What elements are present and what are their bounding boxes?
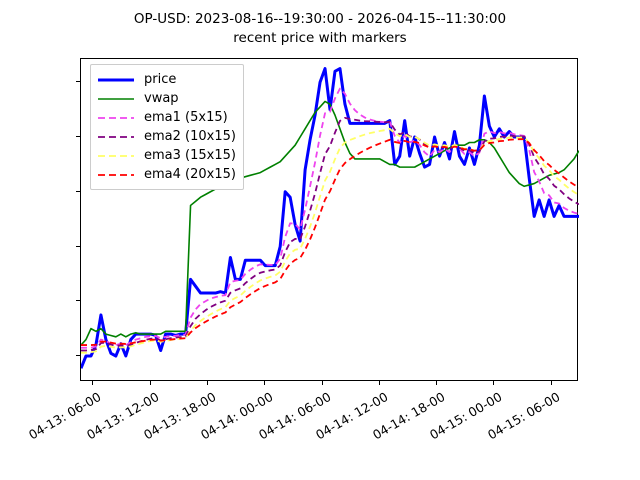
- legend-item-ema4[interactable]: ema4 (20x15): [97, 165, 236, 184]
- legend-label: ema2 (10x15): [144, 129, 236, 144]
- legend-label: ema1 (5x15): [144, 110, 228, 125]
- x-tick-mark: [550, 381, 552, 385]
- legend-label: vwap: [144, 91, 179, 106]
- y-tick-mark: [76, 190, 80, 192]
- x-tick-mark: [321, 381, 323, 385]
- legend-item-vwap[interactable]: vwap: [97, 89, 236, 108]
- y-tick-mark: [76, 136, 80, 137]
- legend-label: ema4 (20x15): [144, 167, 236, 182]
- series-line-ema4: [81, 138, 579, 346]
- x-tick-mark: [493, 381, 495, 385]
- legend-item-ema3[interactable]: ema3 (15x15): [97, 146, 236, 165]
- y-tick-mark: [76, 81, 80, 83]
- y-tick-mark: [76, 300, 80, 302]
- series-line-ema3: [81, 127, 579, 354]
- series-canvas: [81, 67, 579, 369]
- series-line-vwap: [81, 100, 579, 346]
- legend-swatch-icon: [97, 150, 135, 162]
- y-tick-mark: [76, 354, 80, 356]
- legend-swatch-icon: [97, 131, 135, 143]
- legend-swatch-icon: [97, 74, 135, 86]
- series-line-ema1: [81, 87, 579, 349]
- legend-swatch-icon: [97, 112, 135, 124]
- x-tick-mark: [149, 381, 151, 385]
- x-tick-mark: [436, 381, 438, 385]
- series-line-ema2: [81, 116, 579, 352]
- chart-title-line2: recent price with markers: [233, 30, 407, 46]
- legend-swatch-icon: [97, 93, 135, 105]
- legend-label: ema3 (15x15): [144, 148, 236, 163]
- legend-item-ema2[interactable]: ema2 (10x15): [97, 127, 236, 146]
- legend-item-ema1[interactable]: ema1 (5x15): [97, 108, 236, 127]
- y-tick-mark: [76, 245, 80, 247]
- x-tick-mark: [378, 381, 380, 385]
- legend-label: price: [144, 72, 177, 87]
- chart-title-line1: OP-USD: 2023-08-16--19:30:00 - 2026-04-1…: [133, 11, 507, 27]
- x-tick-mark: [92, 381, 94, 385]
- legend-swatch-icon: [97, 169, 135, 181]
- chart-title: OP-USD: 2023-08-16--19:30:00 - 2026-04-1…: [0, 10, 640, 48]
- legend-item-price[interactable]: price: [97, 70, 236, 89]
- chart-legend: price vwap ema1 (5x15) ema2 (10x15) ema3 (15…: [90, 64, 244, 190]
- x-tick-mark: [264, 381, 266, 385]
- x-tick-mark: [206, 381, 208, 385]
